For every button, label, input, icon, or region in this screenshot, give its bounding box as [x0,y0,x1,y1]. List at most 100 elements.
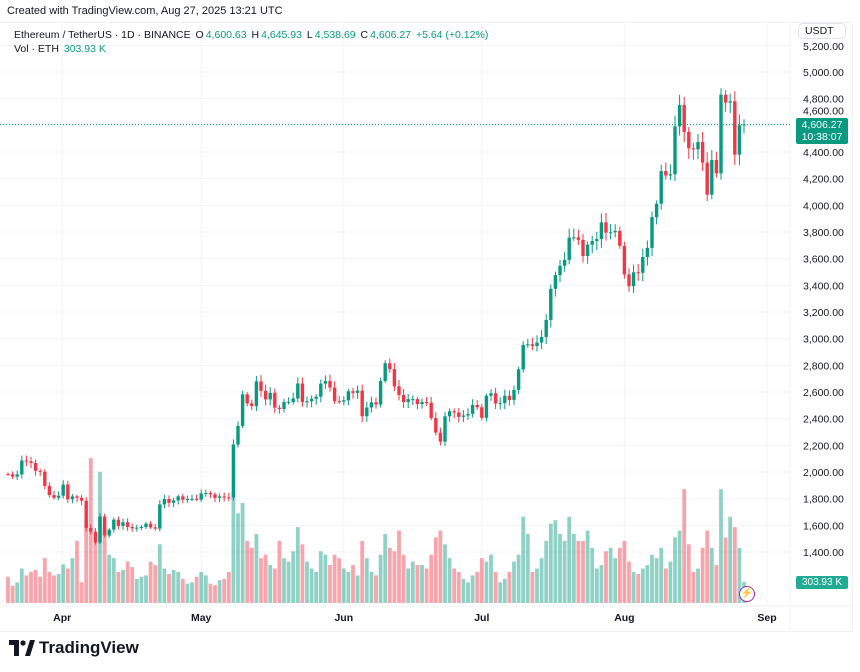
volume-bar [134,578,139,603]
volume-bar [355,575,360,603]
candle-body [204,492,208,494]
y-tick-label: 4,000.00 [803,200,844,212]
candle-body [512,389,516,400]
candle [599,213,604,248]
candle [369,396,374,413]
lightning-icon[interactable]: ⚡ [739,586,755,602]
candle [240,390,245,429]
candle [539,330,544,350]
candle [572,228,576,241]
y-tick-label: 1,600.00 [803,520,844,532]
volume-bar [38,576,43,603]
x-tick-label: Sep [757,612,776,624]
candle-body [56,495,61,498]
candle [66,480,70,503]
candle [728,93,732,114]
volume-bar [663,568,668,603]
candle-body [700,142,705,163]
volume-bar [456,571,461,603]
candle [190,494,194,502]
candle [558,259,562,283]
candle [130,523,134,532]
volume-bar [544,540,549,603]
volume-bar [677,530,682,603]
y-tick-label: 2,200.00 [803,440,844,452]
candle-body [383,363,387,381]
volume-bar [553,520,558,603]
volume-bar [594,568,599,603]
volume-bar [429,554,434,603]
candle [309,395,314,408]
candle-body [300,383,305,402]
candle-body [148,523,153,528]
candle [618,226,622,249]
candle [355,385,360,399]
y-tick-label: 4,200.00 [803,174,844,186]
candle-body [613,230,617,233]
candle [56,491,61,500]
volume-bar [194,576,199,603]
candle [650,211,654,256]
candle-body [199,493,203,500]
symbol-title[interactable]: Ethereum / TetherUS · 1D · BINANCE [14,29,191,41]
volume-bar [268,565,273,603]
candle [415,397,420,410]
candle [737,114,742,166]
y-tick-label: 4,400.00 [803,147,844,159]
candle [61,480,65,499]
candle-body [47,485,52,496]
candle-body [429,402,433,419]
candle-body [263,390,268,400]
candle-body [15,474,19,477]
candle [682,96,686,143]
candle-body [728,101,732,103]
candle [687,127,691,159]
volume-bar [636,574,641,603]
candle-body [535,342,539,347]
candle [530,337,535,351]
volume-bar [24,575,29,603]
candle-body [107,529,111,536]
volume-bar [56,574,61,603]
currency-button[interactable]: USDT [798,23,846,39]
candle [631,264,636,294]
candle [20,455,24,479]
candle-body [645,247,650,258]
candle-body [673,126,677,175]
candle-body [558,265,562,276]
candle [438,427,443,446]
volume-bar [387,547,392,603]
volume-bar [696,568,700,603]
candle-body [654,203,659,218]
candle-body [737,125,742,155]
volume-bar [190,582,194,603]
candle [259,375,263,397]
candle [526,338,530,348]
candle-body [604,222,608,233]
candle-body [208,492,213,495]
y-tick-label: 5,000.00 [803,67,844,79]
volume-bar [222,578,227,603]
candle [181,493,185,504]
candle [567,228,571,265]
volume-bar [203,575,208,603]
candle-body [369,402,374,408]
candle-body [733,101,737,155]
candle-body [567,237,571,260]
candle [475,400,479,410]
volume-bar [61,564,66,603]
candle [305,396,309,408]
candle [217,493,222,503]
created-caption: Created with TradingView.com, Aug 27, 20… [7,5,283,17]
candle-body [696,142,700,150]
volume-bar [42,558,47,603]
candle [659,164,663,210]
candle-body [714,160,719,174]
candle-body [328,380,332,388]
volume-bar [148,561,153,603]
tradingview-logo[interactable]: TradingView [9,638,139,658]
volume-legend-label[interactable]: Vol · ETH [14,43,59,55]
y-tick-label: 1,800.00 [803,494,844,506]
candle-body [585,244,590,257]
